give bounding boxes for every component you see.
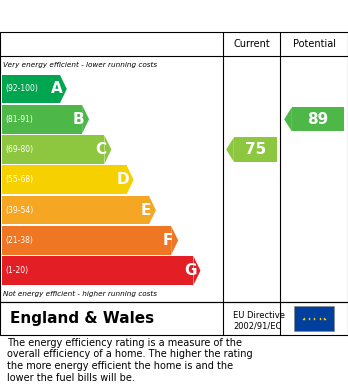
Text: D: D	[117, 172, 129, 187]
Text: (21-38): (21-38)	[5, 236, 33, 245]
Polygon shape	[193, 256, 200, 285]
Bar	[2, 105, 82, 134]
Text: (69-80): (69-80)	[5, 145, 33, 154]
Polygon shape	[171, 226, 178, 255]
Polygon shape	[60, 75, 67, 103]
Bar	[2, 135, 104, 164]
Bar	[2, 256, 193, 285]
Text: 89: 89	[307, 112, 329, 127]
Text: (81-91): (81-91)	[5, 115, 33, 124]
Bar	[2, 165, 127, 194]
Text: B: B	[73, 112, 85, 127]
Bar	[2, 226, 171, 255]
Text: A: A	[50, 81, 62, 97]
Text: Not energy efficient - higher running costs: Not energy efficient - higher running co…	[3, 291, 158, 297]
Text: F: F	[163, 233, 173, 248]
Polygon shape	[104, 135, 111, 164]
Polygon shape	[82, 105, 89, 134]
Text: EU Directive: EU Directive	[233, 311, 285, 320]
Text: (55-68): (55-68)	[5, 175, 33, 184]
Text: (39-54): (39-54)	[5, 206, 33, 215]
Text: G: G	[184, 263, 196, 278]
Bar	[2, 196, 149, 224]
Text: Potential: Potential	[293, 39, 335, 49]
Bar	[234, 137, 277, 162]
Text: E: E	[140, 203, 151, 218]
Text: Very energy efficient - lower running costs: Very energy efficient - lower running co…	[3, 62, 158, 68]
Text: The energy efficiency rating is a measure of the
overall efficiency of a home. T: The energy efficiency rating is a measur…	[7, 338, 253, 383]
Polygon shape	[149, 196, 156, 224]
Text: 2002/91/EC: 2002/91/EC	[233, 321, 282, 330]
Polygon shape	[127, 165, 134, 194]
Text: England & Wales: England & Wales	[10, 311, 155, 326]
Bar	[292, 107, 344, 131]
Text: Current: Current	[233, 39, 270, 49]
Bar	[2, 75, 60, 103]
Polygon shape	[284, 107, 292, 131]
Polygon shape	[226, 137, 234, 162]
Bar	[294, 306, 334, 331]
Text: (92-100): (92-100)	[5, 84, 38, 93]
Text: (1-20): (1-20)	[5, 266, 28, 275]
Text: C: C	[95, 142, 106, 157]
Text: Energy Efficiency Rating: Energy Efficiency Rating	[10, 9, 213, 23]
Text: 75: 75	[245, 142, 266, 157]
